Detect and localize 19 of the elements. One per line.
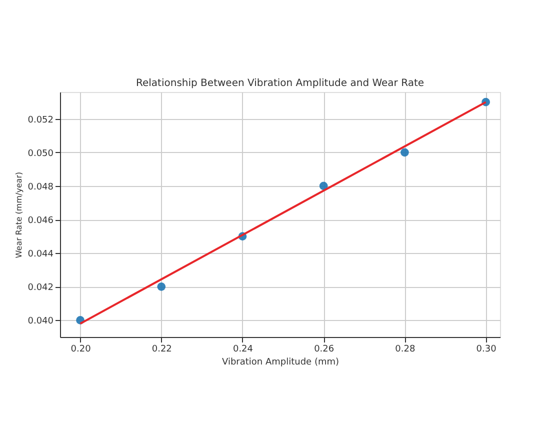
x-tick-label: 0.26 — [314, 344, 334, 354]
x-tick-label: 0.24 — [232, 344, 254, 354]
x-tick-label: 0.28 — [395, 344, 416, 354]
y-axis-title: Wear Rate (mm/year) — [14, 172, 24, 258]
y-tick-label: 0.052 — [28, 115, 54, 126]
point — [400, 148, 409, 157]
y-tick-label: 0.044 — [28, 250, 54, 260]
x-tick-label: 0.30 — [476, 344, 497, 354]
x-axis-title: Vibration Amplitude (mm) — [222, 358, 340, 368]
y-tick-label: 0.050 — [28, 148, 54, 159]
y-tick-label: 0.042 — [28, 283, 54, 294]
x-tick-label: 0.22 — [152, 344, 172, 354]
chart-title: Relationship Between Vibration Amplitude and Wear Rate — [136, 78, 424, 89]
y-tick-label: 0.040 — [28, 316, 54, 327]
point — [319, 182, 328, 190]
x-tick-label: 0.20 — [70, 344, 92, 354]
y-tick-label: 0.048 — [28, 182, 54, 192]
y-tick-label: 0.046 — [28, 216, 54, 226]
point — [157, 282, 166, 291]
